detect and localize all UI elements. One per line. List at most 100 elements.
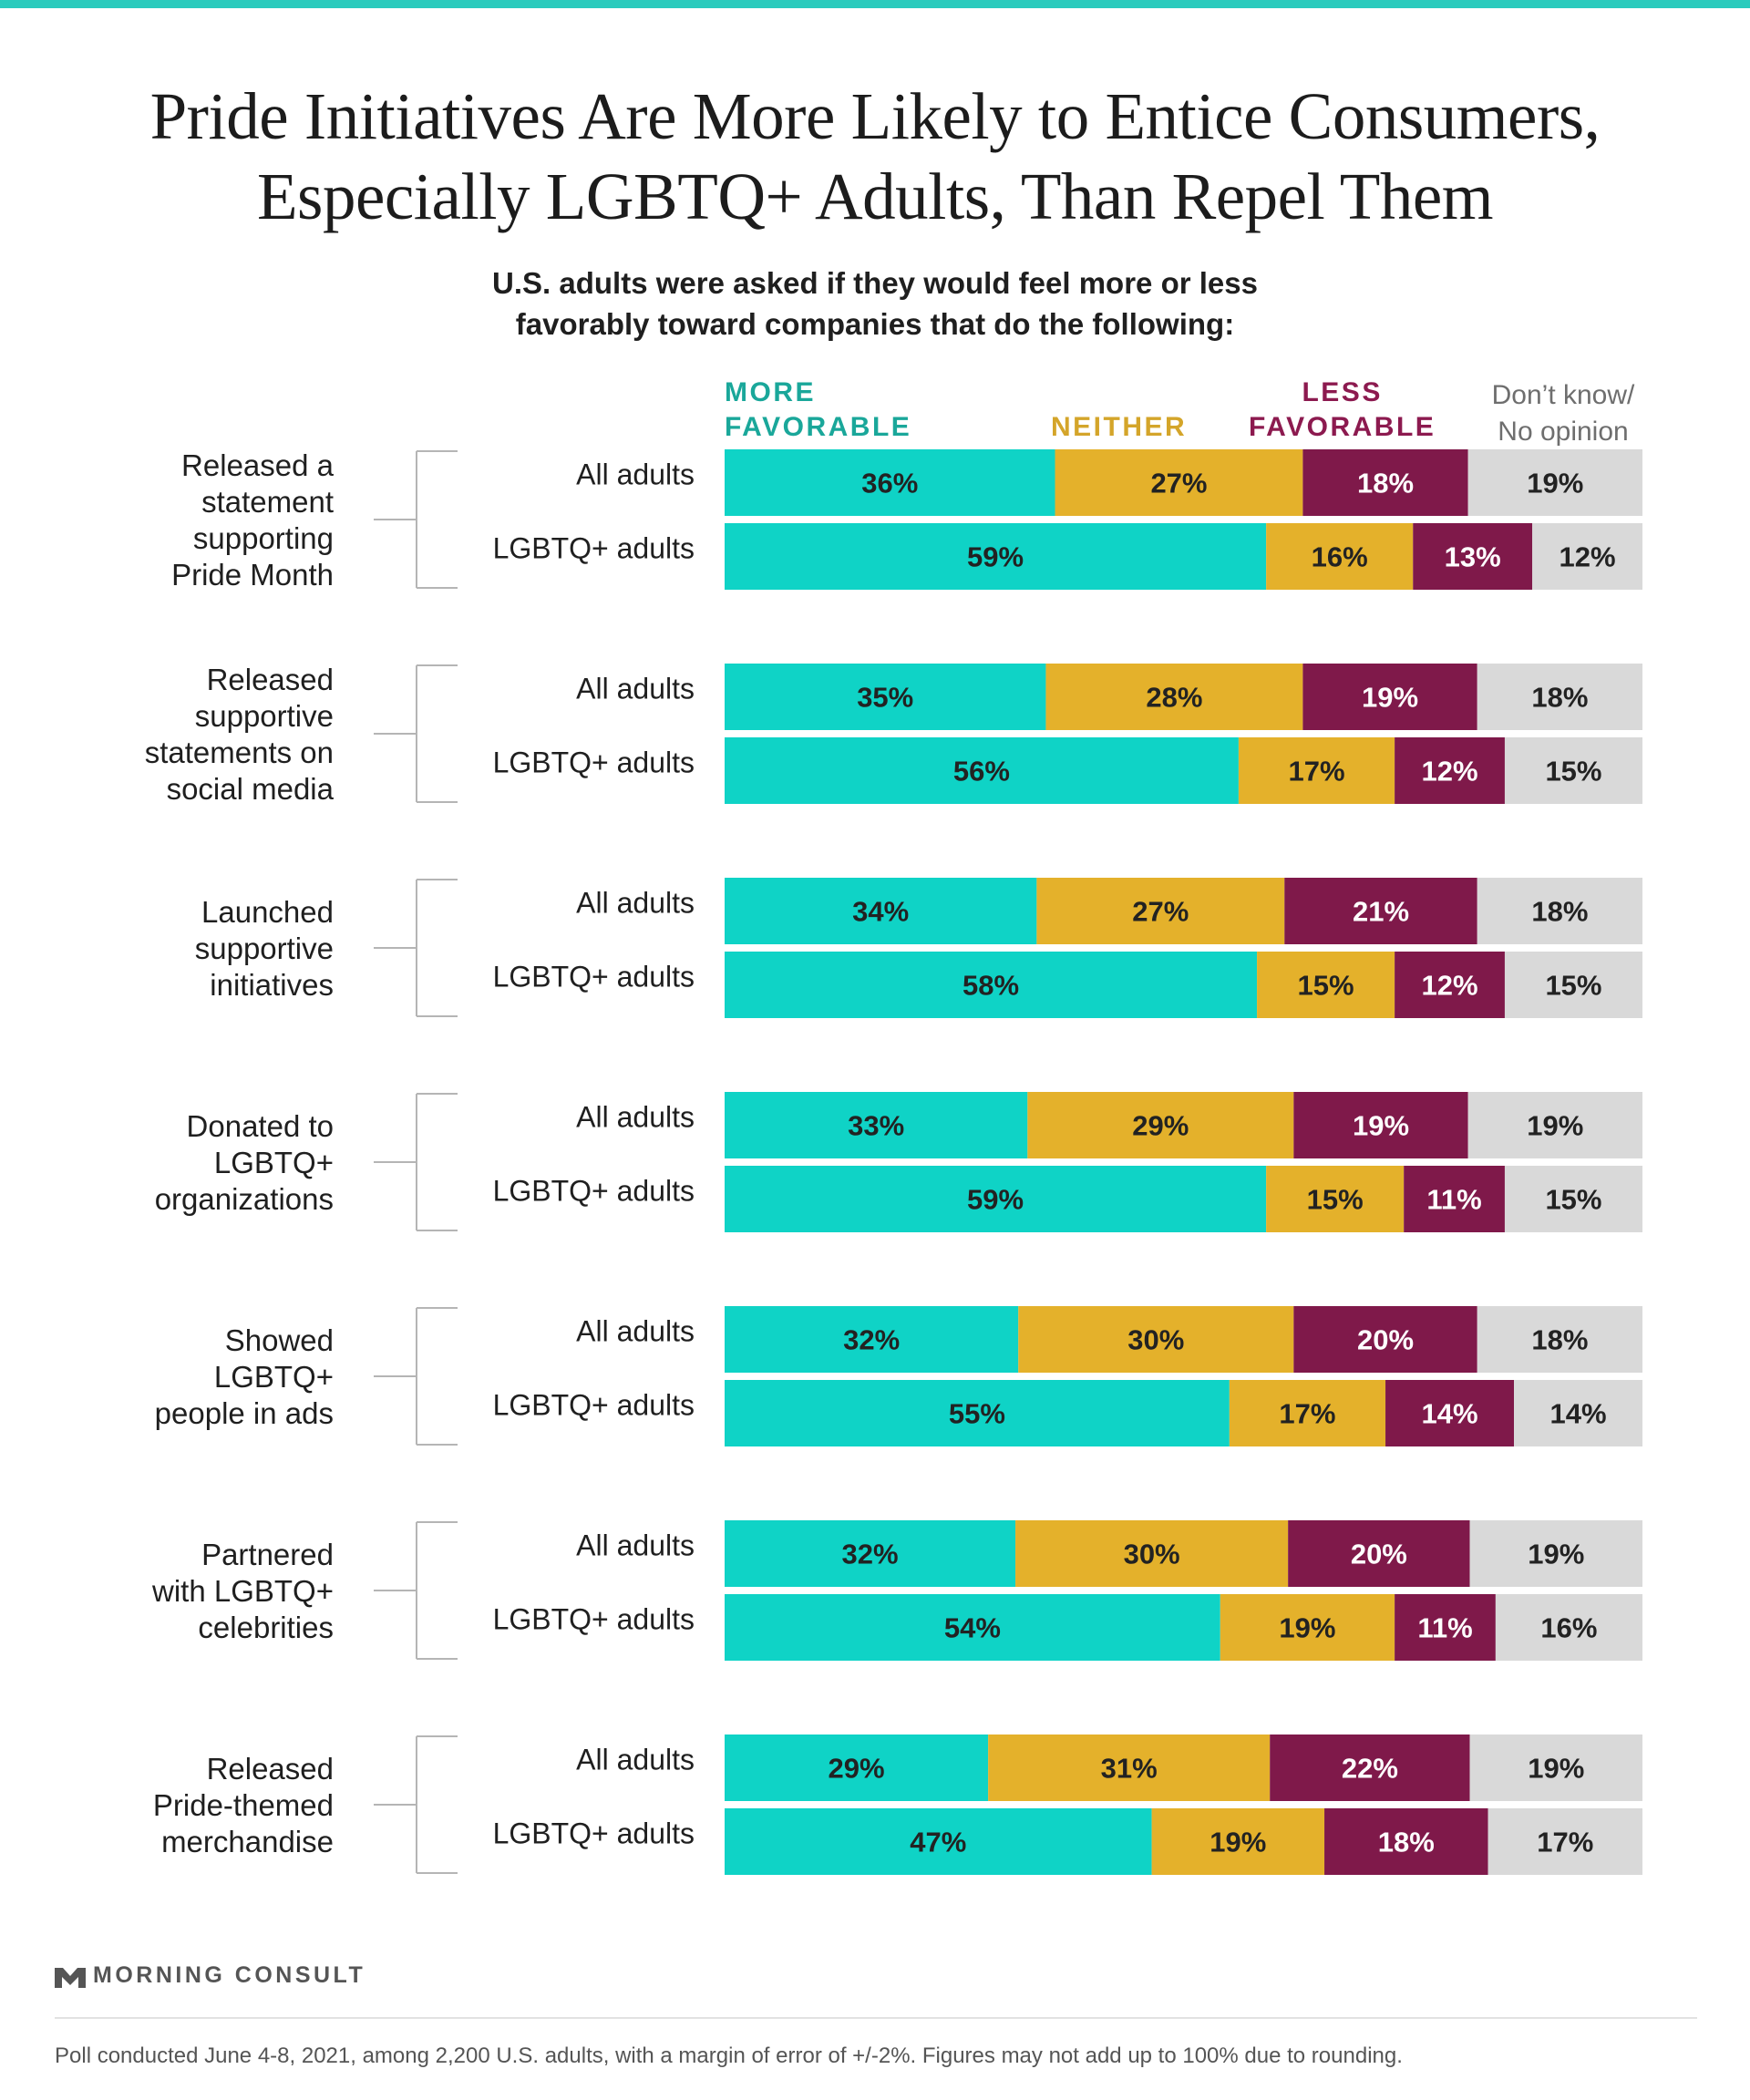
bar-segment-dont-know [1477,1306,1642,1373]
data-label-more-favorable: 58% [962,970,1019,1002]
title-line-1: Pride Initiatives Are More Likely to Ent… [149,79,1601,153]
bar-segment-dont-know [1469,1735,1642,1801]
bar-segment-neither [1027,1092,1294,1158]
bar-segment-neither [1045,664,1303,730]
row-label: LGBTQ+ adults [493,532,695,565]
data-label-less-favorable: 13% [1445,541,1501,573]
bar-segment-dont-know [1477,878,1642,944]
row-label: All adults [576,458,695,491]
bar-segment-less-favorable [1413,523,1533,590]
bar-segment-less-favorable [1395,952,1505,1018]
bar-segment-more-favorable [725,1306,1019,1373]
row-label: LGBTQ+ adults [493,1389,695,1422]
data-label-more-favorable: 33% [848,1110,904,1142]
bar-segment-less-favorable [1284,878,1477,944]
logo-text: MORNING CONSULT [93,1962,366,1988]
bar-segment-less-favorable [1293,1306,1477,1373]
data-label-dont-know: 15% [1545,756,1601,788]
data-label-more-favorable: 34% [852,896,909,928]
bar-segment-neither [1266,523,1414,590]
group-label-line: Released a [181,448,335,482]
row-label: LGBTQ+ adults [493,1175,695,1208]
bar-segment-less-favorable [1324,1808,1488,1875]
chart-subtitle: U.S. adults were asked if they would fee… [0,262,1750,345]
data-label-dont-know: 17% [1537,1827,1593,1858]
data-label-neither: 27% [1150,468,1207,499]
group-label-line: Donated to [187,1109,334,1143]
data-label-less-favorable: 20% [1351,1539,1407,1570]
row-label: All adults [576,1744,695,1776]
group-label-line: Released [207,663,334,696]
group-label-line: people in ads [155,1396,334,1430]
group-label-line: with LGBTQ+ [151,1574,334,1608]
data-label-less-favorable: 19% [1362,682,1418,714]
legend-dk-line-2: No opinion [1498,417,1629,447]
bar-segment-neither [1018,1306,1294,1373]
row-label: All adults [576,673,695,705]
data-label-dont-know: 16% [1540,1612,1597,1644]
legend-more-favorable: MORE FAVORABLE [725,376,911,445]
bar-segment-more-favorable [725,1735,989,1801]
data-label-dont-know: 18% [1531,682,1588,714]
data-label-less-favorable: 22% [1342,1753,1398,1785]
data-label-more-favorable: 29% [829,1753,885,1785]
data-label-neither: 30% [1127,1324,1184,1356]
data-label-neither: 28% [1146,682,1202,714]
bar-segment-neither [1015,1520,1289,1587]
row-label: LGBTQ+ adults [493,961,695,993]
data-label-less-favorable: 11% [1426,1184,1481,1216]
data-label-dont-know: 19% [1528,1753,1584,1785]
row-label: LGBTQ+ adults [493,746,695,779]
row-label: All adults [576,1315,695,1348]
group-label-line: statements on [145,736,334,769]
bar-segment-more-favorable [725,1520,1016,1587]
bar-segment-more-favorable [725,664,1046,730]
bar-segment-less-favorable [1395,1594,1496,1661]
bar-segment-less-favorable [1270,1735,1470,1801]
data-label-neither: 15% [1307,1184,1364,1216]
bar-segment-more-favorable [725,1808,1152,1875]
bar-segment-less-favorable [1302,664,1477,730]
bar-segment-more-favorable [725,523,1267,590]
group-label-line: Pride-themed [153,1788,334,1822]
bar-segment-more-favorable [725,737,1239,804]
data-label-dont-know: 19% [1527,468,1583,499]
group-label-line: supportive [195,699,334,733]
bar-segment-dont-know [1504,737,1642,804]
group-label-line: statement [201,485,334,519]
bar-segment-dont-know [1495,1594,1642,1661]
bar-segment-less-favorable [1302,449,1468,516]
legend-less-favorable: LESS FAVORABLE [1249,376,1436,445]
group-label-line: supporting [193,521,334,555]
data-label-less-favorable: 14% [1422,1398,1478,1430]
group-label-line: Showed [225,1323,334,1357]
legend-dont-know: Don’t know/ No opinion [1472,377,1654,450]
data-label-neither: 19% [1279,1612,1335,1644]
bar-segment-more-favorable [725,449,1055,516]
data-label-dont-know: 12% [1560,541,1616,573]
legend-dk-line-1: Don’t know/ [1491,380,1635,410]
data-label-dont-know: 19% [1528,1539,1584,1570]
group-label-line: celebrities [198,1611,334,1644]
row-label: All adults [576,887,695,920]
data-label-dont-know: 18% [1531,1324,1588,1356]
data-label-more-favorable: 54% [944,1612,1001,1644]
legend-less-line-2: FAVORABLE [1249,412,1436,442]
bar-segment-less-favorable [1293,1092,1468,1158]
legend-neither-label: NEITHER [1051,412,1188,442]
bar-segment-neither [1229,1380,1386,1446]
group-label-line: Launched [201,895,334,929]
data-label-neither: 17% [1288,756,1344,788]
row-label: All adults [576,1529,695,1562]
group-label-line: initiatives [210,968,334,1002]
bar-segment-dont-know [1488,1808,1642,1875]
group-label-line: Released [207,1752,334,1786]
legend-more-line-2: FAVORABLE [725,412,912,442]
chart-title: Pride Initiatives Are More Likely to Ent… [0,77,1750,237]
data-label-neither: 31% [1101,1753,1158,1785]
data-label-less-favorable: 11% [1417,1612,1472,1644]
subtitle-line-2: favorably toward companies that do the f… [515,307,1235,341]
data-label-neither: 30% [1124,1539,1180,1570]
data-label-dont-know: 15% [1545,1184,1601,1216]
